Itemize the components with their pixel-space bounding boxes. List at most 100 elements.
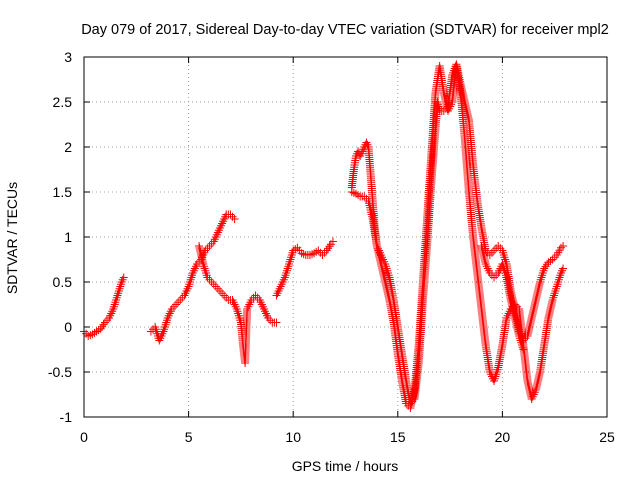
data-point <box>286 255 295 264</box>
data-point <box>228 212 237 221</box>
data-point <box>200 264 209 273</box>
data-point <box>113 291 122 300</box>
data-point <box>176 296 185 304</box>
data-point <box>161 320 170 329</box>
data-point <box>544 258 553 267</box>
data-point <box>115 284 124 293</box>
data-point <box>207 278 216 286</box>
x-axis-label: GPS time / hours <box>292 458 399 474</box>
y-tick-label: 2.5 <box>53 94 73 110</box>
data-point <box>272 318 281 327</box>
data-point <box>305 251 314 259</box>
axis-ticks <box>83 56 608 418</box>
data-point <box>117 278 126 286</box>
data-point <box>98 322 107 331</box>
data-point <box>536 278 545 286</box>
data-point <box>245 300 254 309</box>
data-point <box>552 284 561 293</box>
data-point <box>320 248 329 257</box>
data-point <box>112 293 121 302</box>
data-point <box>556 243 565 252</box>
data-point <box>540 264 549 273</box>
data-point <box>151 323 160 331</box>
data-point <box>543 260 552 269</box>
data-point <box>518 343 527 352</box>
data-point <box>552 282 561 291</box>
data-point <box>251 291 260 300</box>
y-tick-label: -1 <box>60 409 73 425</box>
data-point <box>114 287 123 295</box>
data-point <box>111 298 120 307</box>
data-point <box>549 293 558 302</box>
data-point <box>291 245 300 254</box>
y-tick-label: -0.5 <box>48 364 72 380</box>
data-point <box>519 345 528 354</box>
data-point <box>213 284 222 293</box>
x-tick-label: 10 <box>285 429 301 445</box>
data-point <box>222 293 231 302</box>
data-point <box>299 250 308 259</box>
data-point <box>550 291 559 300</box>
data-point <box>297 249 306 258</box>
tick-labels: 0 5 10 15 20 25 -1 -0.5 0 0.5 1 1.5 2 2.5 3 <box>48 49 615 445</box>
chart-title: Day 079 of 2017, Sidereal Day-to-day VTE… <box>81 22 609 38</box>
data-point <box>284 262 293 271</box>
data-point <box>493 365 502 374</box>
data-point <box>492 368 501 376</box>
data-point <box>494 242 503 250</box>
data-point <box>364 197 373 205</box>
data-point <box>490 246 499 255</box>
data-point <box>538 271 547 280</box>
data-point <box>499 251 508 259</box>
data-point <box>230 215 239 223</box>
y-axis-label: SDTVAR / TECUs <box>4 182 20 294</box>
data-point <box>152 327 161 336</box>
data-point <box>94 326 103 335</box>
data-point <box>490 273 499 282</box>
data-point <box>308 250 317 259</box>
data-point <box>351 189 360 198</box>
data-point <box>324 244 333 253</box>
data-point <box>537 273 546 282</box>
data-point <box>500 253 509 262</box>
data-points <box>80 60 568 412</box>
data-point <box>553 280 562 289</box>
x-tick-label: 25 <box>599 429 615 445</box>
data-point <box>88 330 97 339</box>
y-tick-label: 0 <box>64 319 72 335</box>
data-point <box>96 324 105 333</box>
data-point <box>226 210 235 219</box>
y-tick-label: 2 <box>64 139 72 155</box>
data-point <box>282 266 291 275</box>
data-point <box>119 273 128 282</box>
y-tick-label: 1 <box>64 229 72 245</box>
data-point <box>539 266 548 275</box>
data-point <box>172 300 181 309</box>
data-point <box>203 273 212 282</box>
data-point <box>322 246 331 255</box>
y-tick-label: 3 <box>64 49 72 65</box>
data-point <box>354 191 363 200</box>
data-point <box>556 269 565 277</box>
data-point <box>99 320 108 329</box>
data-point <box>174 298 183 307</box>
data-point <box>536 275 545 284</box>
data-point <box>199 260 208 268</box>
data-point <box>287 253 296 262</box>
data-point <box>517 341 526 349</box>
data-point <box>312 247 321 256</box>
data-point <box>328 237 337 246</box>
data-point <box>202 269 211 277</box>
data-point <box>554 275 563 284</box>
data-point <box>487 248 496 257</box>
data-point <box>201 266 210 275</box>
data-point <box>550 253 559 262</box>
data-point <box>283 264 292 273</box>
data-point <box>554 278 563 286</box>
data-point <box>498 246 507 255</box>
x-tick-label: 15 <box>390 429 406 445</box>
data-point <box>550 289 559 298</box>
data-point <box>548 296 557 304</box>
data-point <box>285 260 294 268</box>
data-point <box>541 262 550 271</box>
